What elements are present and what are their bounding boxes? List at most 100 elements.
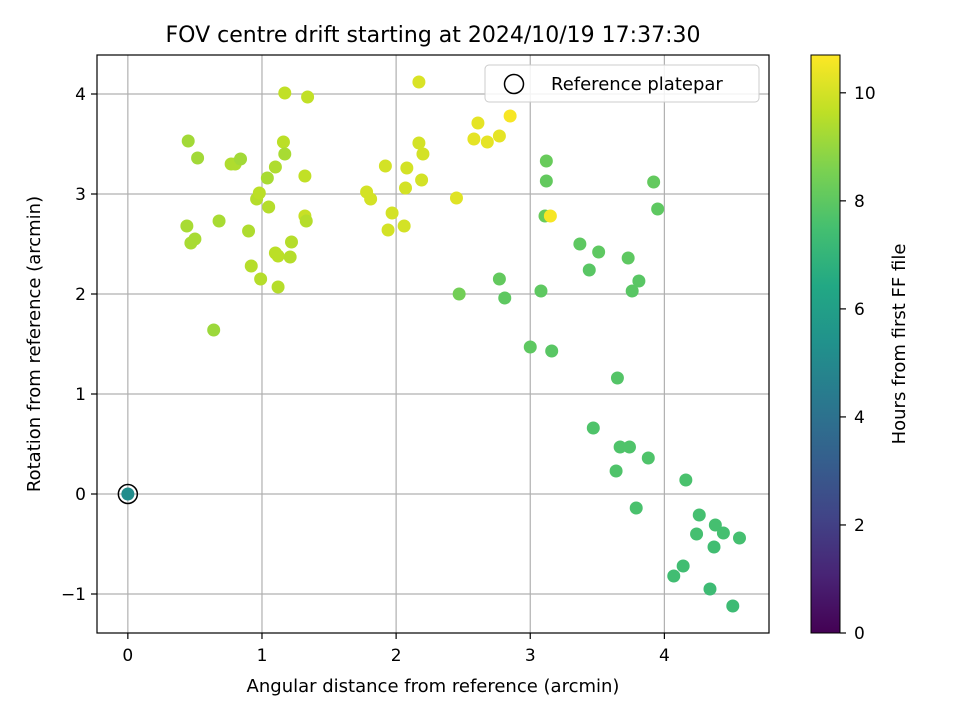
data-point bbox=[632, 274, 646, 288]
data-point bbox=[252, 186, 266, 200]
data-point bbox=[621, 251, 635, 265]
data-point bbox=[492, 129, 506, 143]
data-point bbox=[647, 175, 661, 189]
data-point bbox=[121, 487, 135, 501]
data-point bbox=[667, 569, 681, 583]
data-point bbox=[397, 219, 411, 233]
data-point bbox=[543, 209, 557, 223]
x-tick-label: 0 bbox=[122, 646, 133, 666]
data-point bbox=[301, 90, 315, 104]
data-point bbox=[545, 344, 559, 358]
data-point bbox=[573, 237, 587, 251]
data-point bbox=[378, 159, 392, 173]
data-point bbox=[586, 421, 600, 435]
data-point bbox=[399, 181, 413, 195]
data-point bbox=[613, 440, 627, 454]
data-point bbox=[707, 540, 721, 554]
data-point bbox=[278, 147, 292, 161]
data-point bbox=[523, 340, 537, 354]
data-point bbox=[207, 323, 221, 337]
x-tick-label: 3 bbox=[525, 646, 536, 666]
data-point bbox=[299, 214, 313, 228]
data-point bbox=[471, 116, 485, 130]
data-point bbox=[254, 272, 268, 286]
data-point bbox=[234, 152, 248, 166]
data-point bbox=[498, 291, 512, 305]
data-point bbox=[503, 109, 517, 123]
data-point bbox=[625, 284, 639, 298]
data-point bbox=[212, 214, 226, 228]
data-point bbox=[449, 191, 463, 205]
data-point bbox=[592, 245, 606, 259]
data-point bbox=[692, 508, 706, 522]
legend: Reference platepar bbox=[484, 64, 760, 103]
y-axis-label: Rotation from reference (arcmin) bbox=[24, 196, 45, 492]
data-point bbox=[610, 371, 624, 385]
x-tick-label: 1 bbox=[257, 646, 268, 666]
data-point bbox=[708, 518, 722, 532]
y-tick-label: 1 bbox=[75, 385, 86, 405]
data-point bbox=[629, 501, 643, 515]
data-point bbox=[412, 75, 426, 89]
x-axis-ticks: 0 1 2 3 4 bbox=[122, 633, 670, 666]
legend-reference-marker bbox=[503, 73, 525, 95]
data-point bbox=[385, 206, 399, 220]
colorbar-tick-label: 2 bbox=[854, 516, 865, 536]
data-point bbox=[582, 263, 596, 277]
data-point bbox=[364, 192, 378, 206]
legend-box bbox=[484, 64, 760, 103]
data-point bbox=[242, 224, 256, 238]
data-point bbox=[260, 171, 274, 185]
data-point bbox=[276, 135, 290, 149]
grid-lines bbox=[97, 55, 769, 633]
y-tick-label: 4 bbox=[75, 85, 86, 105]
data-point bbox=[623, 440, 637, 454]
data-point bbox=[416, 147, 430, 161]
data-point bbox=[268, 160, 282, 174]
colorbar-tick-label: 8 bbox=[854, 192, 865, 212]
x-axis-label: Angular distance from reference (arcmin) bbox=[247, 676, 620, 697]
data-point bbox=[284, 235, 298, 249]
y-tick-label: 3 bbox=[75, 185, 86, 205]
data-point bbox=[539, 154, 553, 168]
data-point bbox=[271, 280, 285, 294]
colorbar-tick-label: 6 bbox=[854, 300, 865, 320]
data-point bbox=[732, 531, 746, 545]
data-point bbox=[244, 259, 258, 273]
data-point bbox=[726, 599, 740, 613]
colorbar-ticks: 0 2 4 6 8 10 bbox=[840, 84, 876, 644]
data-point bbox=[492, 272, 506, 286]
y-tick-label: 0 bbox=[75, 485, 86, 505]
data-point bbox=[381, 223, 395, 237]
data-point bbox=[716, 526, 730, 540]
reference-marker-group bbox=[117, 483, 139, 505]
data-point bbox=[298, 169, 312, 183]
data-point bbox=[278, 86, 292, 100]
x-tick-label: 4 bbox=[659, 646, 670, 666]
colorbar: 0 2 4 6 8 10 Hours from first FF file bbox=[810, 54, 910, 644]
data-point bbox=[676, 559, 690, 573]
reference-platepar-marker bbox=[117, 483, 139, 505]
y-axis-ticks: −1 0 1 2 3 4 bbox=[61, 85, 97, 605]
data-point bbox=[283, 250, 297, 264]
data-point bbox=[181, 134, 195, 148]
data-point bbox=[534, 284, 548, 298]
data-point bbox=[609, 464, 623, 478]
legend-label: Reference platepar bbox=[551, 74, 723, 95]
colorbar-tick-label: 10 bbox=[854, 84, 876, 104]
data-point bbox=[679, 473, 693, 487]
data-point bbox=[412, 136, 426, 150]
x-tick-label: 2 bbox=[391, 646, 402, 666]
y-tick-label: 2 bbox=[75, 285, 86, 305]
y-tick-label: −1 bbox=[61, 585, 86, 605]
data-point bbox=[415, 173, 429, 187]
data-point bbox=[271, 249, 285, 263]
data-point bbox=[480, 135, 494, 149]
data-point bbox=[641, 451, 655, 465]
colorbar-label: Hours from first FF file bbox=[889, 244, 910, 445]
data-point bbox=[539, 174, 553, 188]
data-point bbox=[180, 219, 194, 233]
colorbar-tick-label: 4 bbox=[854, 408, 865, 428]
data-point bbox=[690, 527, 704, 541]
